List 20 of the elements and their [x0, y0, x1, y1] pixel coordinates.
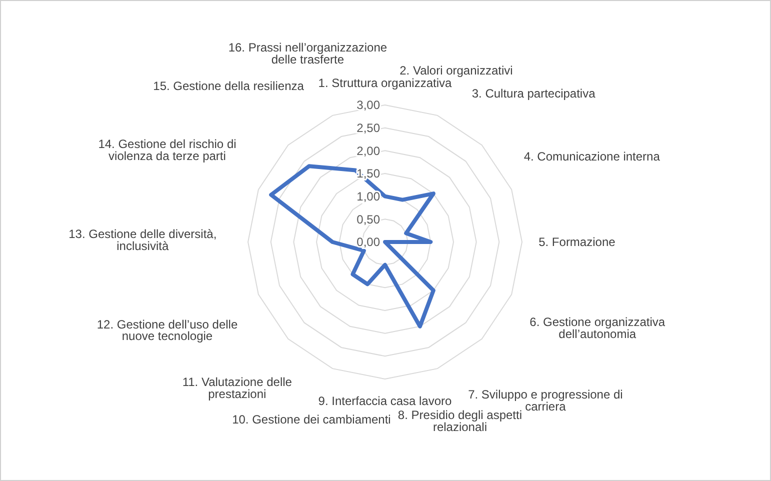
- y-tick-label: 3,00: [356, 98, 380, 112]
- spoke-label: 14. Gestione del rischio di violenza da terze parti: [98, 137, 236, 163]
- spoke-label: 12. Gestione dell’uso delle nuove tecnologie: [96, 317, 238, 344]
- spoke-label: 3. Cultura partecipativa: [472, 86, 596, 101]
- spoke-label: 4. Comunicazione interna: [524, 150, 660, 164]
- y-tick-label: 2,00: [356, 144, 380, 158]
- spoke-label: 1. Struttura organizzativa: [318, 76, 452, 90]
- y-tick-label: 0,50: [356, 212, 380, 226]
- spoke-label: 2. Valori organizzativi: [400, 63, 513, 78]
- y-tick-label: 0,00: [356, 235, 380, 250]
- spoke-label: 15. Gestione della resilienza: [153, 78, 304, 93]
- spoke-label: 10. Gestione dei cambiamenti: [232, 412, 391, 427]
- spoke-label: 9. Interfaccia casa lavoro: [318, 394, 452, 408]
- y-tick-label: 1,00: [356, 190, 380, 204]
- y-tick-label: 2,50: [356, 121, 380, 136]
- spoke-label: 16. Prassi nell’organizzazione delle trasferte: [228, 40, 388, 66]
- spoke-label: 6. Gestione organizzativa dell’autonomia: [530, 315, 666, 341]
- spoke-label: 5. Formazione: [538, 235, 616, 250]
- spoke-label: 11. Valutazione delle prestazioni: [182, 375, 292, 401]
- spoke-label: 13. Gestione delle diversità, inclusività: [68, 227, 217, 253]
